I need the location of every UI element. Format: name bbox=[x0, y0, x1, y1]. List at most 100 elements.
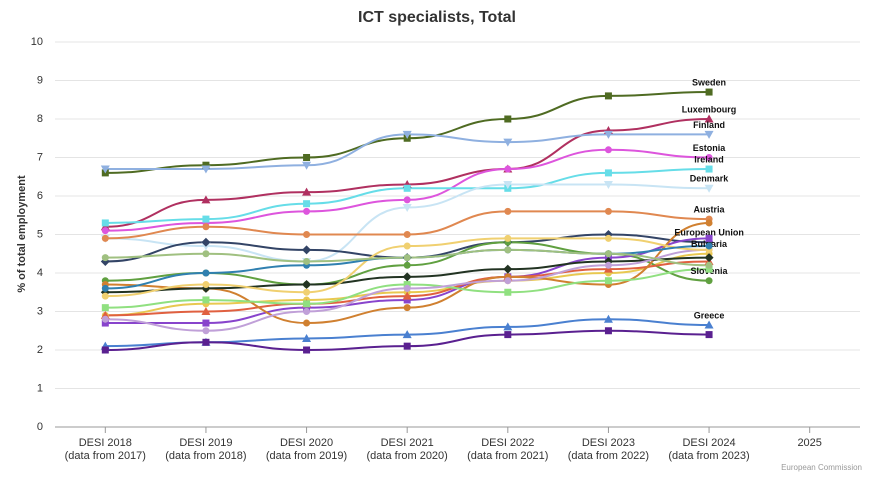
y-tick-label: 10 bbox=[31, 36, 43, 48]
marker bbox=[101, 219, 109, 227]
series-label: Ireland bbox=[694, 154, 724, 164]
marker bbox=[201, 195, 211, 204]
marker bbox=[302, 245, 312, 255]
marker bbox=[202, 223, 210, 231]
marker bbox=[100, 165, 110, 174]
y-tick-label: 6 bbox=[37, 190, 43, 202]
marker bbox=[403, 231, 411, 238]
x-tick-label: DESI 2024 (data from 2023) bbox=[668, 437, 749, 462]
marker bbox=[705, 265, 713, 273]
marker bbox=[604, 250, 612, 258]
marker bbox=[202, 296, 210, 304]
series-label: Sweden bbox=[692, 77, 726, 87]
marker bbox=[504, 246, 512, 254]
marker bbox=[503, 138, 513, 147]
marker bbox=[604, 92, 612, 100]
marker bbox=[504, 115, 512, 123]
series-label: Luxembourg bbox=[682, 104, 737, 114]
marker bbox=[604, 277, 612, 285]
marker bbox=[101, 234, 109, 242]
marker bbox=[101, 227, 109, 235]
marker bbox=[604, 169, 612, 177]
y-tick-label: 4 bbox=[37, 267, 43, 279]
marker bbox=[202, 319, 210, 327]
credits: European Commission bbox=[781, 463, 862, 472]
x-tick-label: DESI 2020 (data from 2019) bbox=[266, 437, 347, 462]
marker bbox=[503, 264, 513, 274]
x-tick-label: DESI 2019 (data from 2018) bbox=[165, 437, 246, 462]
marker bbox=[403, 261, 411, 269]
marker bbox=[202, 327, 210, 335]
marker bbox=[503, 322, 513, 331]
marker bbox=[202, 281, 210, 289]
marker bbox=[402, 291, 412, 300]
marker bbox=[603, 130, 613, 139]
x-tick-label: DESI 2022 (data from 2021) bbox=[467, 437, 548, 462]
series-label: Finland bbox=[693, 120, 725, 130]
marker bbox=[504, 207, 512, 215]
series-label: Greece bbox=[694, 310, 725, 320]
marker bbox=[201, 165, 211, 174]
series-label: Denmark bbox=[690, 174, 730, 184]
marker bbox=[604, 207, 612, 215]
marker bbox=[603, 180, 613, 189]
marker bbox=[101, 315, 109, 323]
x-tick-label: DESI 2018 (data from 2017) bbox=[65, 437, 146, 462]
marker bbox=[303, 304, 311, 312]
marker bbox=[403, 304, 411, 312]
series-label: Austria bbox=[694, 204, 726, 214]
marker bbox=[201, 237, 211, 247]
marker bbox=[403, 184, 411, 192]
marker bbox=[402, 330, 412, 339]
marker bbox=[403, 296, 411, 304]
marker bbox=[504, 277, 512, 285]
marker bbox=[101, 254, 109, 262]
y-tick-label: 0 bbox=[37, 421, 43, 433]
marker bbox=[202, 215, 210, 223]
marker bbox=[705, 331, 713, 339]
x-tick-label: DESI 2021 (data from 2020) bbox=[367, 437, 448, 462]
marker bbox=[303, 319, 311, 327]
marker bbox=[202, 338, 210, 346]
marker bbox=[101, 284, 109, 292]
marker bbox=[101, 319, 109, 327]
marker bbox=[504, 331, 512, 339]
marker bbox=[504, 234, 512, 242]
marker bbox=[201, 307, 211, 315]
marker bbox=[303, 154, 311, 161]
marker bbox=[303, 207, 311, 215]
marker bbox=[704, 320, 714, 329]
marker bbox=[403, 281, 411, 289]
marker bbox=[303, 346, 311, 354]
marker bbox=[302, 187, 312, 196]
y-tick-label: 8 bbox=[37, 113, 43, 125]
marker bbox=[704, 184, 714, 193]
y-tick-label: 2 bbox=[37, 344, 43, 356]
marker bbox=[705, 277, 713, 285]
marker bbox=[303, 257, 311, 265]
marker bbox=[403, 342, 411, 350]
marker bbox=[705, 261, 713, 269]
marker bbox=[402, 130, 412, 139]
marker bbox=[704, 114, 714, 123]
marker bbox=[604, 327, 612, 335]
marker bbox=[302, 161, 312, 170]
marker bbox=[303, 300, 311, 308]
marker bbox=[302, 333, 312, 342]
y-tick-label: 9 bbox=[37, 74, 43, 86]
marker bbox=[302, 280, 312, 290]
marker bbox=[402, 272, 412, 282]
marker bbox=[705, 234, 713, 242]
y-tick-label: 3 bbox=[37, 305, 43, 317]
y-axis-title: % of total employment bbox=[16, 175, 28, 293]
marker bbox=[705, 165, 713, 173]
marker bbox=[303, 231, 311, 238]
marker bbox=[101, 304, 109, 312]
marker bbox=[705, 88, 713, 96]
marker bbox=[705, 242, 713, 250]
x-tick-label: 2025 bbox=[797, 437, 821, 449]
marker bbox=[303, 288, 311, 296]
marker bbox=[202, 161, 210, 169]
marker bbox=[604, 261, 612, 269]
